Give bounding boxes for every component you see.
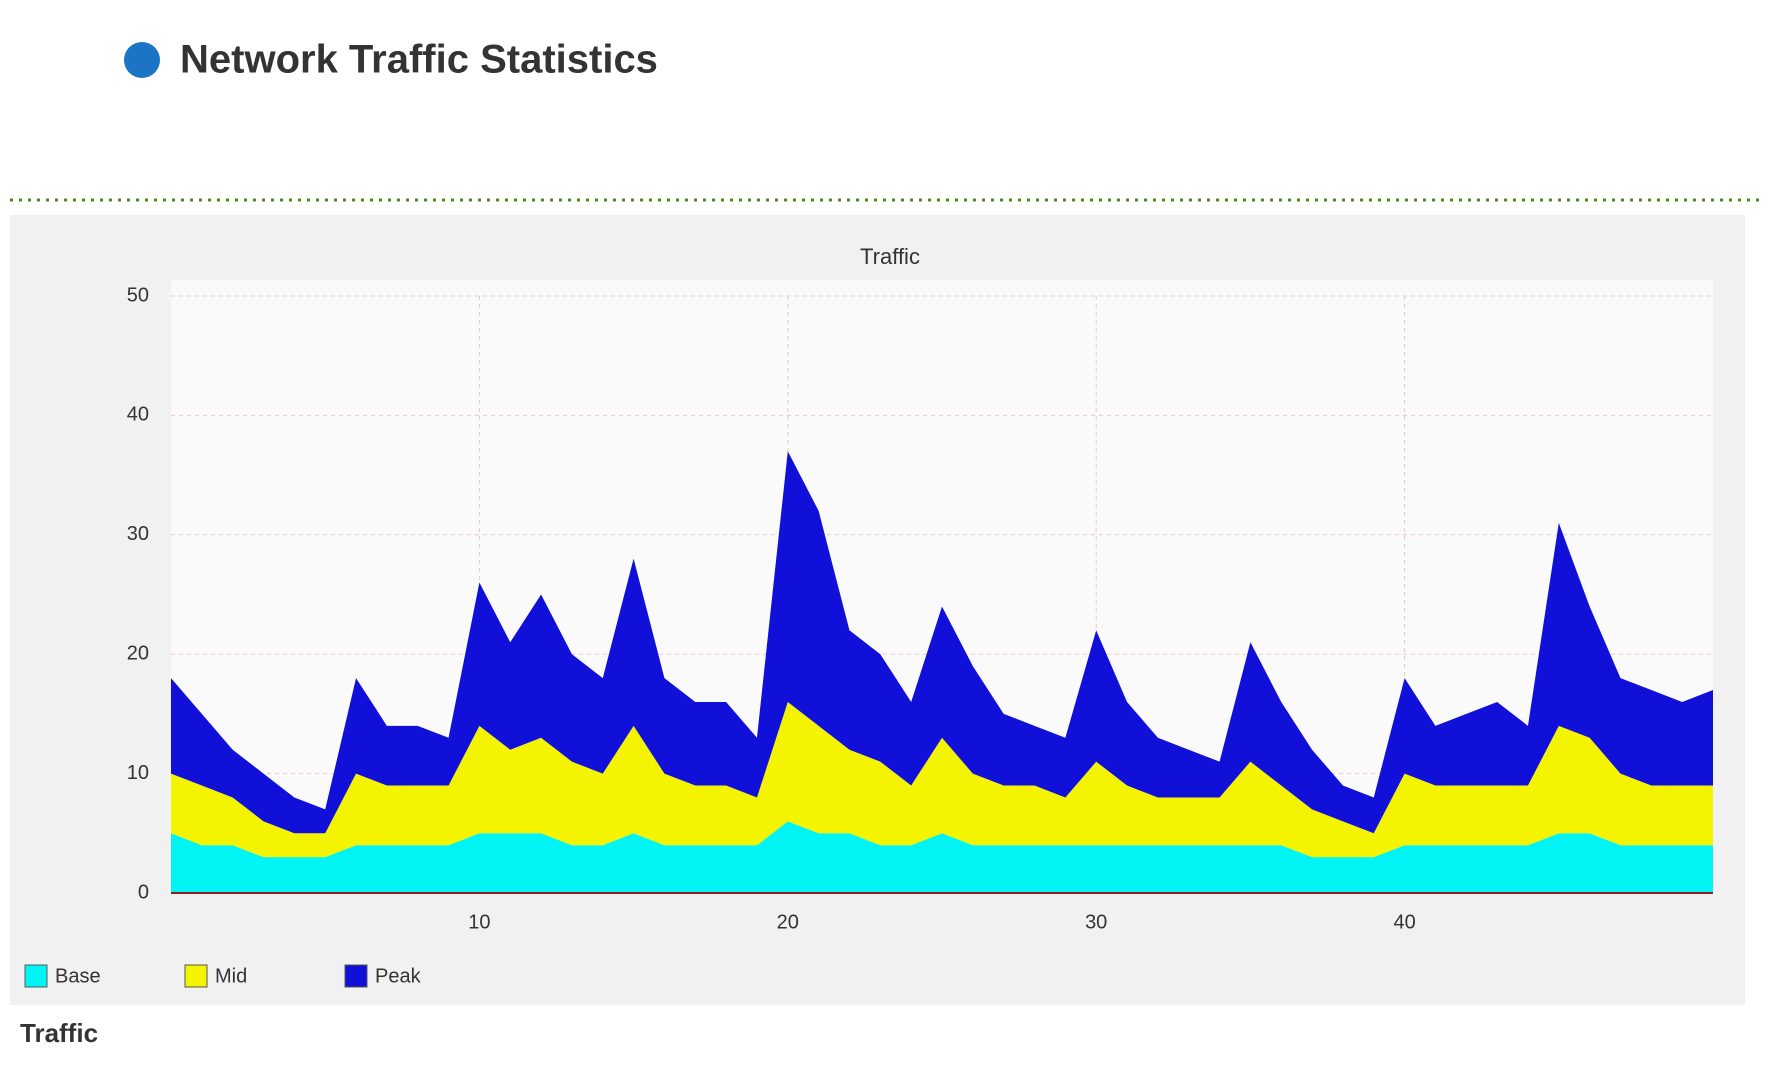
legend-label: Mid	[215, 965, 247, 987]
legend-label: Base	[55, 965, 101, 987]
y-tick-label: 50	[127, 284, 149, 306]
legend-swatch	[184, 964, 208, 988]
area	[171, 701, 1713, 858]
legend-swatch	[24, 964, 48, 988]
x-tick-label: 10	[468, 911, 490, 933]
chart-title: Traffic	[860, 244, 920, 269]
legend-swatch	[344, 964, 368, 988]
y-tick-label: 20	[127, 642, 149, 664]
y-tick-label: 0	[138, 881, 149, 903]
y-tick-label: 30	[127, 523, 149, 545]
area	[171, 821, 1713, 893]
page-title: Network Traffic Statistics	[180, 38, 658, 82]
y-tick-label: 10	[127, 762, 149, 784]
header-icon	[124, 42, 160, 78]
x-tick-label: 20	[777, 911, 799, 933]
legend-label: Peak	[375, 965, 422, 987]
x-tick-label: 30	[1085, 911, 1107, 933]
area	[171, 451, 1713, 834]
y-tick-label: 40	[127, 404, 149, 426]
footer-note: Traffic	[20, 1018, 98, 1048]
x-tick-label: 40	[1393, 911, 1415, 933]
